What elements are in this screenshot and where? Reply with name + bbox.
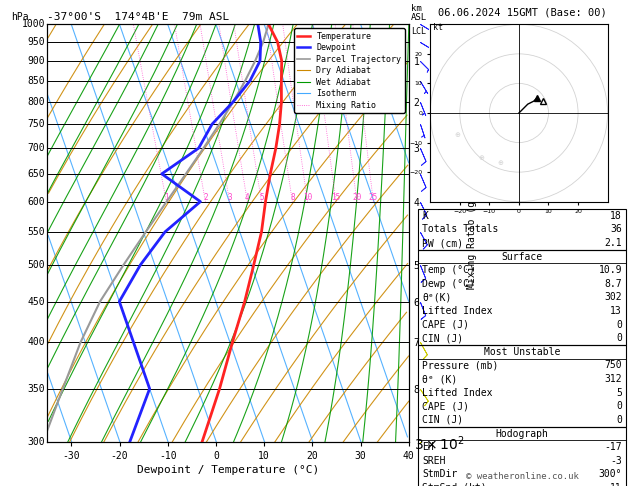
Text: 0: 0 [616,333,622,343]
Text: 0: 0 [616,401,622,411]
Text: 312: 312 [604,374,622,384]
Text: Dewp (°C): Dewp (°C) [422,279,475,289]
Text: 18: 18 [610,211,622,221]
Text: 8: 8 [290,192,294,202]
Text: 1000: 1000 [22,19,45,29]
Text: 8.7: 8.7 [604,279,622,289]
Text: CAPE (J): CAPE (J) [422,401,469,411]
Text: kt: kt [433,23,443,32]
Text: 350: 350 [28,384,45,394]
Text: 550: 550 [28,227,45,237]
Text: StmSpd (kt): StmSpd (kt) [422,483,487,486]
Text: ⊕: ⊕ [455,132,460,138]
Text: θᵉ(K): θᵉ(K) [422,293,452,302]
Text: PW (cm): PW (cm) [422,238,463,248]
Text: 450: 450 [28,296,45,307]
Text: K: K [422,211,428,221]
X-axis label: Dewpoint / Temperature (°C): Dewpoint / Temperature (°C) [137,466,319,475]
Text: CIN (J): CIN (J) [422,333,463,343]
Legend: Temperature, Dewpoint, Parcel Trajectory, Dry Adiabat, Wet Adiabat, Isotherm, Mi: Temperature, Dewpoint, Parcel Trajectory… [294,29,404,113]
Text: 10.9: 10.9 [599,265,622,275]
Text: EH: EH [422,442,434,452]
Text: CIN (J): CIN (J) [422,415,463,425]
Text: StmDir: StmDir [422,469,457,479]
Text: © weatheronline.co.uk: © weatheronline.co.uk [465,472,579,481]
Text: hPa: hPa [11,12,29,22]
Text: 300°: 300° [599,469,622,479]
Text: 20: 20 [352,192,362,202]
Text: Lifted Index: Lifted Index [422,388,493,398]
Text: 5: 5 [259,192,264,202]
Text: 13: 13 [610,306,622,316]
Y-axis label: Mixing Ratio (g/kg): Mixing Ratio (g/kg) [467,177,477,289]
Text: Pressure (mb): Pressure (mb) [422,361,498,370]
Text: 302: 302 [604,293,622,302]
Text: Lifted Index: Lifted Index [422,306,493,316]
Text: 750: 750 [604,361,622,370]
Text: 850: 850 [28,76,45,86]
Text: 5: 5 [616,388,622,398]
Text: 650: 650 [28,169,45,179]
Text: 0: 0 [616,320,622,330]
Text: -37°00'S  174°4B'E  79m ASL: -37°00'S 174°4B'E 79m ASL [47,12,230,22]
Text: 750: 750 [28,119,45,129]
Text: ⊕: ⊕ [478,156,484,161]
Text: 500: 500 [28,260,45,270]
Text: 10: 10 [303,192,312,202]
Text: ⊕: ⊕ [498,160,504,166]
Text: 400: 400 [28,337,45,347]
Text: θᵉ (K): θᵉ (K) [422,374,457,384]
Text: Temp (°C): Temp (°C) [422,265,475,275]
Text: 900: 900 [28,56,45,66]
Text: Hodograph: Hodograph [496,429,548,438]
Text: 600: 600 [28,197,45,207]
Text: SREH: SREH [422,456,445,466]
Text: CAPE (J): CAPE (J) [422,320,469,330]
Text: -17: -17 [604,442,622,452]
Text: 15: 15 [331,192,341,202]
Text: Totals Totals: Totals Totals [422,225,498,234]
Text: 06.06.2024 15GMT (Base: 00): 06.06.2024 15GMT (Base: 00) [438,7,606,17]
Text: 4: 4 [245,192,250,202]
Text: 36: 36 [610,225,622,234]
Text: Most Unstable: Most Unstable [484,347,560,357]
Text: 950: 950 [28,37,45,47]
Text: 11: 11 [610,483,622,486]
Text: km
ASL: km ASL [411,4,427,22]
Text: 0: 0 [616,415,622,425]
Text: LCL: LCL [411,27,426,36]
Text: 700: 700 [28,143,45,153]
Text: -3: -3 [610,456,622,466]
Text: 300: 300 [28,437,45,447]
Text: Surface: Surface [501,252,543,261]
Text: 2.1: 2.1 [604,238,622,248]
Text: 2: 2 [203,192,208,202]
Text: 25: 25 [369,192,378,202]
Text: 800: 800 [28,97,45,107]
Text: 3: 3 [227,192,232,202]
Text: 1: 1 [164,192,169,202]
